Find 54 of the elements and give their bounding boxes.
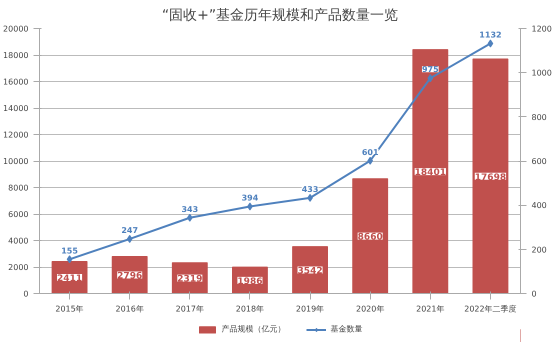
point [186, 214, 193, 222]
x-tick-label: 2019年 [296, 304, 324, 314]
data-label: 394 [242, 193, 259, 202]
y2-tick-label: 0 [532, 290, 537, 298]
y2-tick-label: 800 [532, 112, 547, 122]
y-tick-label: 2000 [8, 263, 28, 272]
data-label: 247 [121, 226, 138, 235]
bar [412, 49, 448, 294]
data-label: 17698 [474, 172, 506, 183]
y2-tick-label: 400 [532, 201, 547, 210]
point [488, 40, 494, 48]
x-tick-label: 2017年 [176, 304, 204, 314]
data-label: 343 [181, 204, 198, 214]
y-tick-label: 8000 [8, 184, 28, 192]
x-tick-label: 2020年 [356, 304, 384, 314]
y-tick-label: 0 [23, 290, 29, 298]
x-tick-label: 2015年 [55, 304, 84, 314]
data-label: 975 [422, 65, 440, 74]
y2-tick-label: 1000 [532, 68, 552, 78]
y-tick-label: 18000 [3, 51, 29, 60]
data-label: 1132 [479, 30, 502, 40]
legend-label: 基金数量 [330, 324, 362, 334]
y2-tick-label: 1200 [532, 24, 552, 34]
data-label: 433 [302, 184, 318, 194]
x-tick-label: 2021年 [416, 304, 444, 314]
point [307, 194, 313, 202]
bar [352, 178, 388, 294]
point [367, 156, 374, 165]
x-tick-label: 2022年二季度 [464, 304, 517, 314]
chart-title: “固收+”基金历年规模和产品数量一览 [162, 8, 398, 24]
point [427, 74, 434, 82]
legend-label: 产品规模（亿元） [222, 324, 286, 334]
bar [472, 58, 508, 294]
y-tick-label: 14000 [3, 104, 29, 113]
data-label: 155 [61, 246, 78, 256]
point [126, 234, 133, 243]
y-tick-label: 12000 [3, 130, 29, 140]
point [66, 255, 72, 264]
data-label: 3542 [298, 266, 323, 277]
point [247, 202, 253, 210]
y-tick-label: 16000 [3, 78, 29, 86]
y-tick-label: 6000 [8, 210, 28, 219]
data-label: 2796 [117, 271, 142, 282]
x-tick-label: 2018年 [236, 304, 264, 314]
data-label: 2411 [57, 274, 82, 284]
y-tick-label: 10000 [3, 157, 29, 166]
y2-tick-label: 600 [532, 157, 547, 166]
x-tick-label: 2016年 [116, 304, 144, 314]
y-tick-label: 20000 [3, 24, 29, 34]
bar [292, 246, 328, 294]
data-label: 601 [362, 148, 379, 157]
y-tick-label: 4000 [8, 236, 28, 246]
y2-tick-label: 200 [532, 245, 547, 254]
data-label: 1986 [237, 276, 262, 287]
